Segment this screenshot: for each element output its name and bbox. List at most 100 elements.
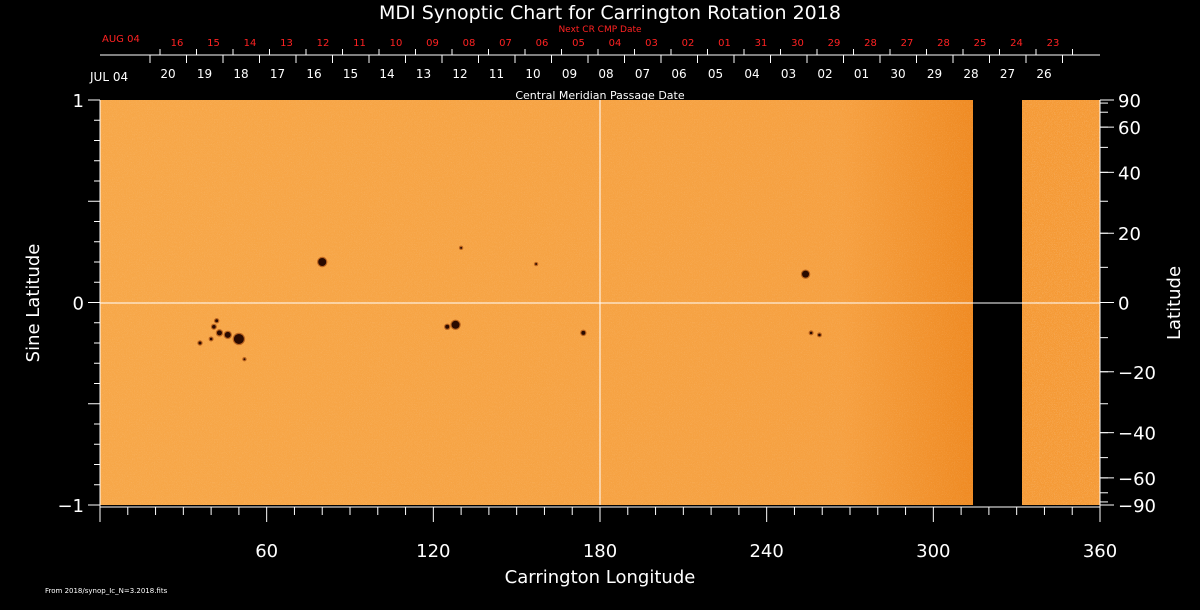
- cmp-date-label: 18: [233, 67, 248, 81]
- source-footnote: From 2018/synop_Ic_N=3.2018.fits: [45, 587, 168, 595]
- next-cr-date-label: 25: [974, 38, 987, 49]
- next-cr-date-label: 28: [864, 38, 877, 49]
- cmp-date-label: 28: [963, 67, 978, 81]
- sunspot: [216, 330, 222, 336]
- next-cr-date-label: 24: [1010, 38, 1023, 49]
- cmp-date-label: 12: [452, 67, 467, 81]
- sunspot: [212, 325, 216, 329]
- sunspot: [451, 320, 460, 329]
- next-cr-date-label: 15: [207, 38, 220, 49]
- cmp-date-label: 04: [744, 67, 759, 81]
- y-right-tick-label: 40: [1118, 163, 1141, 184]
- chart-title: MDI Synoptic Chart for Carrington Rotati…: [379, 2, 841, 24]
- next-cr-date-label: 23: [1047, 38, 1060, 49]
- x-tick-label: 300: [916, 541, 950, 562]
- x-tick-label: 360: [1083, 541, 1117, 562]
- x-axis-ticks: 60 120 180 240 300 360: [99, 507, 1117, 562]
- y-right-tick-label: 0: [1118, 294, 1129, 315]
- next-cr-date-label: 11: [353, 38, 366, 49]
- y-left-ticks: −1 0 1: [57, 91, 100, 517]
- cmp-date-label: 02: [817, 67, 832, 81]
- next-cr-date-label: 04: [609, 38, 622, 49]
- cmp-date-label: 11: [489, 67, 504, 81]
- next-cr-date-label: 10: [390, 38, 403, 49]
- sunspot: [535, 263, 538, 266]
- next-cr-date-label: 08: [463, 38, 476, 49]
- cmp-date-label: 10: [525, 67, 540, 81]
- cmp-date-label: 08: [598, 67, 613, 81]
- next-cr-date-label: 12: [317, 38, 330, 49]
- next-cr-date-label: 02: [682, 38, 695, 49]
- cmp-date-label: 01: [854, 67, 869, 81]
- next-cr-date-label: 16: [171, 38, 184, 49]
- y-right-axis-label: Latitude: [1164, 266, 1185, 340]
- y-left-tick-label: 0: [73, 294, 84, 315]
- sunspot: [460, 246, 463, 249]
- cmp-date-label: 03: [781, 67, 796, 81]
- cmp-date-label: 30: [890, 67, 905, 81]
- plot-area: [100, 100, 1100, 505]
- cmp-date-label: 17: [270, 67, 285, 81]
- next-cr-date-label: 01: [718, 38, 731, 49]
- y-right-tick-label: −90: [1118, 496, 1156, 517]
- cmp-axis-label: Central Meridian Passage Date: [515, 89, 684, 102]
- cmp-date-label: 15: [343, 67, 358, 81]
- sunspot: [802, 270, 810, 278]
- cmp-date-label: 20: [160, 67, 175, 81]
- next-cr-start-label: AUG 04: [102, 34, 140, 45]
- y-right-tick-label: 20: [1118, 224, 1141, 245]
- y-right-tick-label: 60: [1118, 118, 1141, 139]
- cmp-start-label: JUL 04: [89, 70, 128, 84]
- y-left-tick-label: 1: [73, 91, 84, 112]
- cmp-date-label: 05: [708, 67, 723, 81]
- y-right-tick-label: −20: [1118, 363, 1156, 384]
- next-cr-date-label: 28: [937, 38, 950, 49]
- next-cr-axis-label: Next CR CMP Date: [558, 25, 642, 35]
- next-cr-date-label: 06: [536, 38, 549, 49]
- cmp-date-label: 13: [416, 67, 431, 81]
- next-cr-date-label: 03: [645, 38, 658, 49]
- next-cr-date-label: 09: [426, 38, 439, 49]
- cmp-date-label: 09: [562, 67, 577, 81]
- y-left-tick-label: −1: [57, 496, 84, 517]
- cmp-date-label: 26: [1036, 67, 1051, 81]
- cmp-date-label: 19: [197, 67, 212, 81]
- cmp-date-label: 06: [671, 67, 686, 81]
- x-axis-label: Carrington Longitude: [505, 567, 696, 588]
- sunspot-layer: [197, 245, 822, 362]
- next-cr-date-label: 31: [755, 38, 768, 49]
- cmp-date-label: 14: [379, 67, 394, 81]
- cmp-ticks: 20 19 18 17 16 15 14 13 12 11 10 09 08 07 06 05 04 03 02 01…: [149, 55, 1063, 81]
- y-right-tick-label: 90: [1118, 91, 1141, 112]
- next-cr-date-label: 30: [791, 38, 804, 49]
- next-cr-date-label: 14: [244, 38, 257, 49]
- sunspot: [445, 324, 450, 329]
- y-right-ticks: 90 60 40 20 0 −20 −40 −60 −90: [1100, 91, 1156, 517]
- cmp-date-label: 27: [1000, 67, 1015, 81]
- sunspot: [581, 330, 586, 335]
- sunspot: [209, 337, 213, 341]
- x-tick-label: 240: [749, 541, 783, 562]
- next-cr-date-label: 27: [901, 38, 914, 49]
- next-cr-date-label: 05: [572, 38, 585, 49]
- next-cr-date-label: 07: [499, 38, 512, 49]
- cmp-date-label: 29: [927, 67, 942, 81]
- x-tick-label: 180: [583, 541, 617, 562]
- sunspot: [243, 358, 246, 361]
- y-right-tick-label: −60: [1118, 469, 1156, 490]
- sunspot: [233, 333, 244, 344]
- next-cr-date-label: 13: [280, 38, 293, 49]
- sunspot: [198, 341, 202, 345]
- next-cr-date-label: 29: [828, 38, 841, 49]
- y-left-axis-label: Sine Latitude: [23, 244, 44, 363]
- sunspot: [215, 319, 219, 323]
- sunspot: [818, 333, 821, 337]
- sunspot: [224, 331, 231, 338]
- sunspot: [809, 331, 813, 335]
- x-tick-label: 120: [416, 541, 450, 562]
- y-right-tick-label: −40: [1118, 424, 1156, 445]
- next-cr-ticks: 16 15 14 13 12 11 10 09 08 07 06 05 04 03 02 01 31 30 29 28…: [159, 38, 1073, 55]
- cmp-date-label: 07: [635, 67, 650, 81]
- x-tick-label: 60: [255, 541, 278, 562]
